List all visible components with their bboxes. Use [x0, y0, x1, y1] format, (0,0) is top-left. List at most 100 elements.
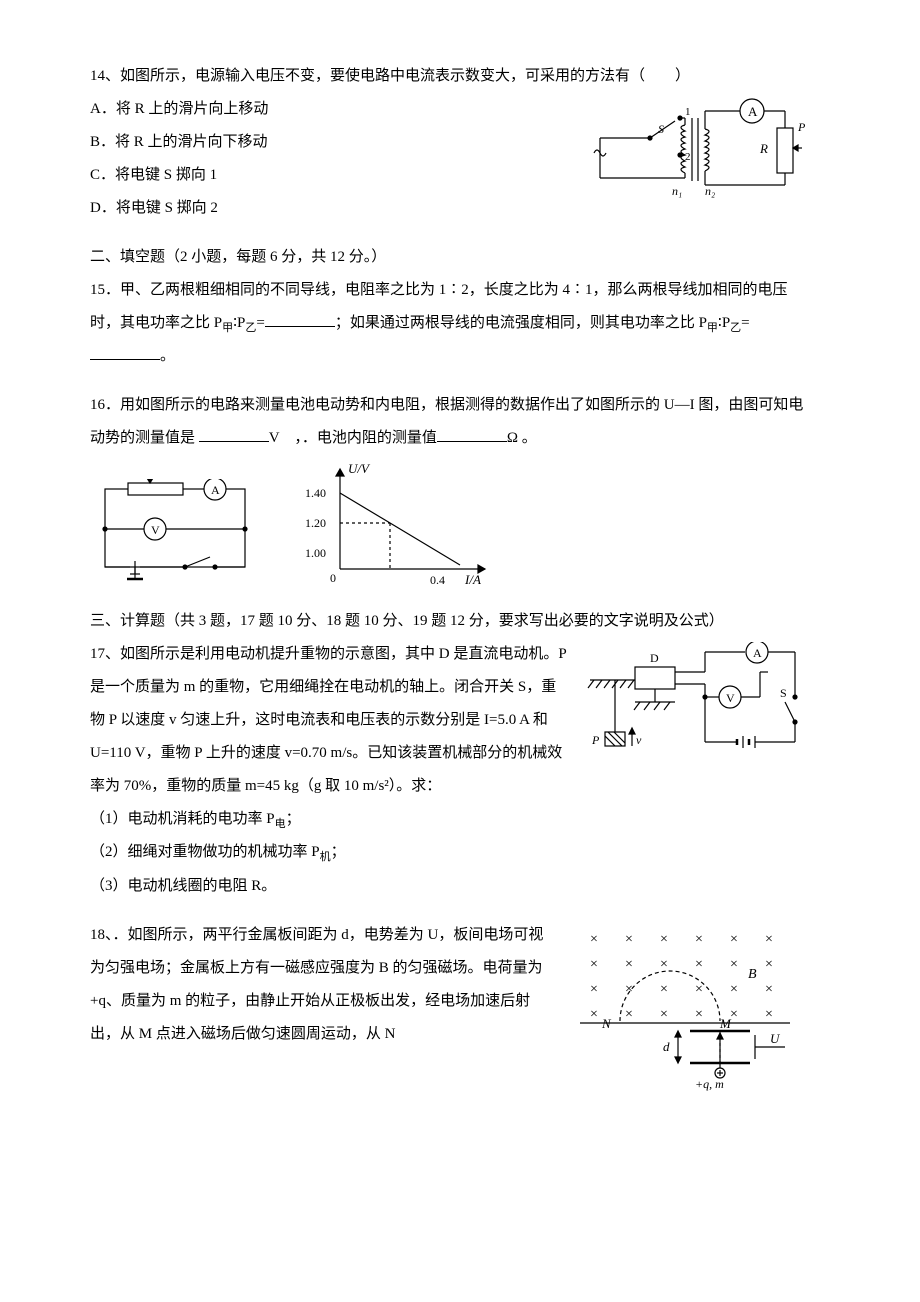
svg-text:S: S: [658, 122, 664, 136]
svg-text:S: S: [780, 686, 787, 700]
field-diagram-icon: ×××××× ×××××× ×××××× ×××××× B N M: [560, 923, 810, 1093]
q17-p1-end: ；: [286, 811, 301, 827]
q17-part-2: （2）细绳对重物做功的机械功率 P机；: [90, 836, 810, 869]
q14-option-b: B．将 R 上的滑片向下移动: [90, 126, 580, 159]
svg-text:×: ×: [625, 932, 633, 947]
svg-text:1.40: 1.40: [305, 486, 326, 500]
svg-text:D: D: [650, 651, 659, 665]
q15-sub3: 甲: [707, 322, 718, 334]
question-16: 16．用如图所示的电路来测量电池电动势和内电阻，根据测得的数据作出了如图所示的 …: [90, 389, 810, 589]
svg-text:×: ×: [695, 982, 703, 997]
q17-part-3: （3）电动机线圈的电阻 R。: [90, 870, 810, 903]
svg-text:U/V: U/V: [348, 461, 371, 476]
svg-text:×: ×: [625, 957, 633, 972]
question-18: ×××××× ×××××× ×××××× ×××××× B N M: [90, 919, 810, 1093]
svg-text:v: v: [636, 733, 642, 747]
q17-part-1: （1）电动机消耗的电功率 P电；: [90, 803, 810, 836]
q18-text: 18、．如图所示，两平行金属板间距为 d，电势差为 U，板间电场可视为匀强电场；…: [90, 927, 543, 1042]
svg-text:×: ×: [660, 957, 668, 972]
question-17: D P v: [90, 638, 810, 902]
q14-option-c: C．将电键 S 掷向 1: [90, 159, 580, 192]
svg-text:×: ×: [765, 957, 773, 972]
svg-text:×: ×: [625, 1007, 633, 1022]
q14-stem: 14、如图所示，电源输入电压不变，要使电路中电流表示数变大，可采用的方法有（ ）: [90, 60, 810, 93]
svg-text:A: A: [748, 104, 758, 119]
q17-figure: D P v: [580, 642, 810, 762]
q15-sub2: 乙: [245, 322, 256, 334]
transformer-circuit-icon: S 1 2 n₁ n₂: [580, 93, 810, 213]
svg-text:×: ×: [695, 957, 703, 972]
svg-text:n₁: n₁: [672, 184, 682, 198]
svg-text:×: ×: [695, 932, 703, 947]
svg-text:1.00: 1.00: [305, 546, 326, 560]
svg-text:d: d: [663, 1039, 670, 1054]
svg-text:×: ×: [590, 932, 598, 947]
q17-p2-sub: 机: [320, 851, 331, 863]
svg-text:×: ×: [590, 957, 598, 972]
q17-text: 17、如图所示是利用电动机提升重物的示意图，其中 D 是直流电动机。P 是一个质…: [90, 646, 566, 794]
emf-circuit-icon: A V: [90, 479, 260, 589]
q17-p1-sub: 电: [275, 818, 286, 830]
svg-text:P: P: [797, 120, 806, 134]
q16-blank-2: [437, 426, 507, 442]
svg-text:×: ×: [730, 1007, 738, 1022]
question-15: 15．甲、乙两根粗细相同的不同导线，电阻率之比为 1∶2，长度之比为 4∶1，那…: [90, 274, 810, 373]
svg-text:×: ×: [730, 932, 738, 947]
svg-text:A: A: [211, 483, 220, 497]
q15-blank-2: [90, 344, 160, 360]
q16-figures: A V: [90, 459, 810, 589]
svg-text:U: U: [770, 1031, 781, 1046]
section-3-title: 三、计算题（共 3 题，17 题 10 分、18 题 10 分、19 题 12 …: [90, 605, 810, 638]
q17-p1-text: （1）电动机消耗的电功率 P: [90, 811, 275, 827]
svg-text:1: 1: [685, 106, 691, 118]
svg-text:×: ×: [730, 957, 738, 972]
q17-p2-text: （2）细绳对重物做功的机械功率 P: [90, 844, 320, 860]
q15-eq1: =: [256, 315, 264, 331]
svg-text:×: ×: [765, 1007, 773, 1022]
q14-option-d: D．将电键 S 掷向 2: [90, 192, 580, 225]
q16-unit1: V ，．电池内阻的测量值: [269, 430, 437, 446]
svg-text:B: B: [748, 967, 757, 982]
section-2-title: 二、填空题（2 小题，每题 6 分，共 12 分。）: [90, 241, 810, 274]
svg-text:×: ×: [660, 982, 668, 997]
svg-text:×: ×: [765, 932, 773, 947]
q15-sub1: 甲: [222, 322, 233, 334]
question-14: 14、如图所示，电源输入电压不变，要使电路中电流表示数变大，可采用的方法有（ ）…: [90, 60, 810, 225]
svg-text:×: ×: [765, 982, 773, 997]
svg-text:1.20: 1.20: [305, 516, 326, 530]
q14-figure: S 1 2 n₁ n₂: [580, 93, 810, 213]
svg-text:I/A: I/A: [464, 572, 481, 587]
svg-text:×: ×: [660, 932, 668, 947]
q15-eq2: =: [741, 315, 749, 331]
q14-body: A．将 R 上的滑片向上移动 B．将 R 上的滑片向下移动 C．将电键 S 掷向…: [90, 93, 810, 225]
q15-colon1: ∶P: [233, 315, 245, 331]
svg-text:n₂: n₂: [705, 184, 715, 198]
svg-text:R: R: [759, 141, 768, 156]
q15-colon2: ∶P: [718, 315, 730, 331]
q17-p2-end: ；: [331, 844, 346, 860]
q16-unit2: Ω 。: [507, 430, 537, 446]
q15-sub4: 乙: [730, 322, 741, 334]
svg-text:×: ×: [660, 1007, 668, 1022]
motor-circuit-icon: D P v: [580, 642, 810, 762]
svg-text:V: V: [726, 691, 735, 705]
svg-text:+q, m: +q, m: [695, 1077, 724, 1091]
svg-text:A: A: [753, 646, 762, 660]
q18-figure: ×××××× ×××××× ×××××× ×××××× B N M: [560, 923, 810, 1093]
q16-blank-1: [199, 426, 269, 442]
svg-text:×: ×: [590, 982, 598, 997]
svg-text:0.4: 0.4: [430, 573, 445, 587]
svg-text:V: V: [151, 523, 160, 537]
q15-text-2: ；如果通过两根导线的电流强度相同，则其电功率之比 P: [335, 315, 707, 331]
svg-text:×: ×: [590, 1007, 598, 1022]
svg-text:×: ×: [695, 1007, 703, 1022]
svg-text:P: P: [591, 733, 600, 747]
svg-text:×: ×: [730, 982, 738, 997]
svg-text:×: ×: [625, 982, 633, 997]
q15-period: 。: [160, 348, 175, 364]
ui-graph-icon: U/V I/A 0 1.40 1.20 1.00 0.4: [290, 459, 500, 589]
svg-text:0: 0: [330, 571, 336, 585]
q15-blank-1: [265, 311, 335, 327]
q14-options: A．将 R 上的滑片向上移动 B．将 R 上的滑片向下移动 C．将电键 S 掷向…: [90, 93, 580, 225]
q14-option-a: A．将 R 上的滑片向上移动: [90, 93, 580, 126]
